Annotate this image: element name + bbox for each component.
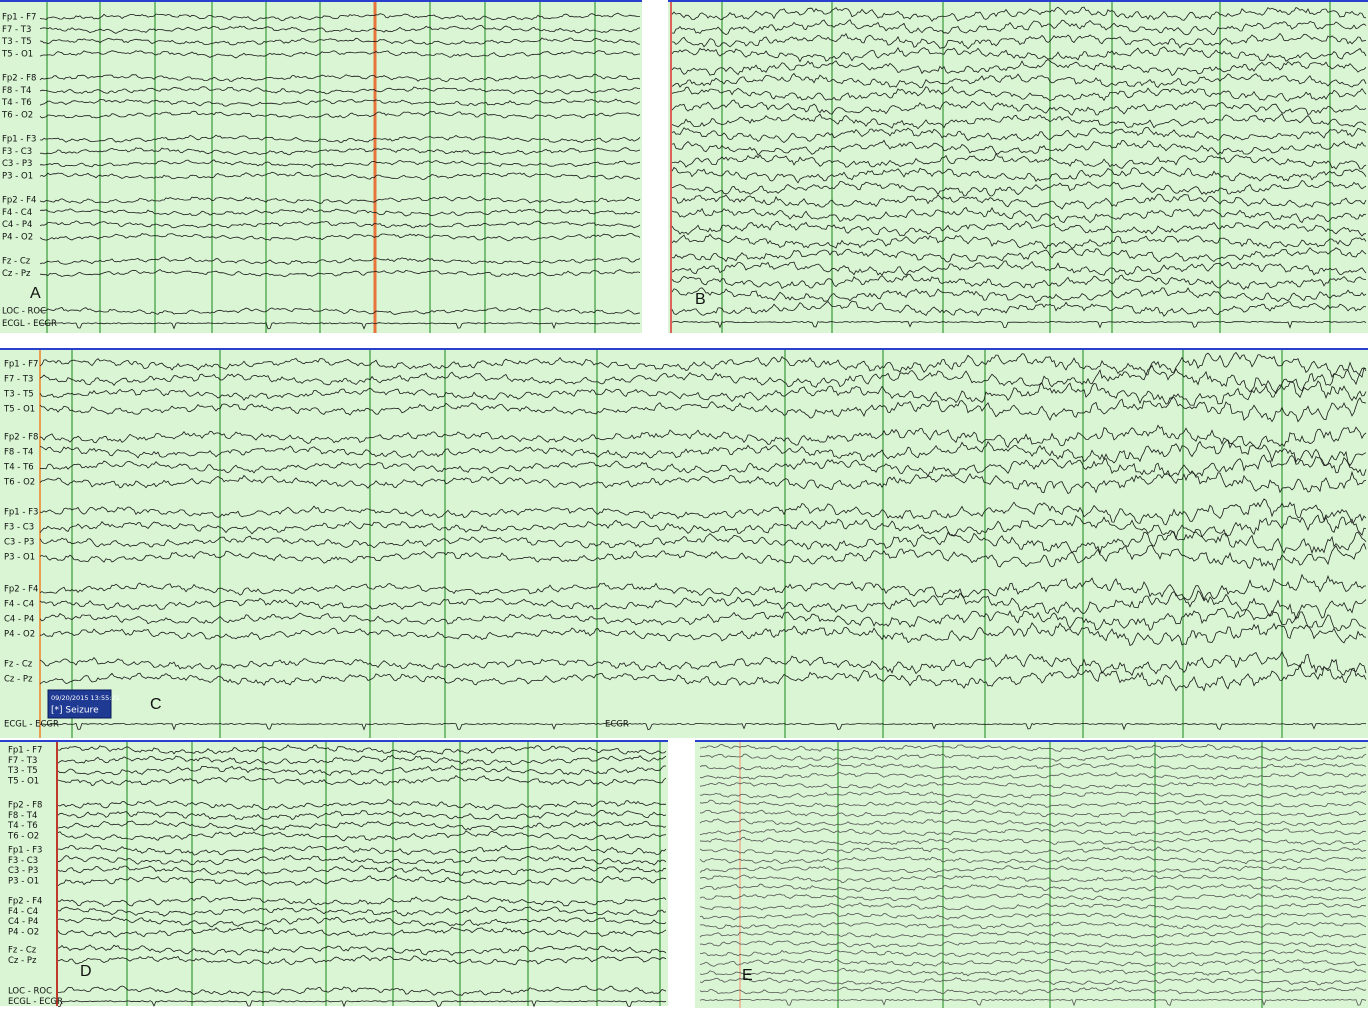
annotation-text: [*] Seizure (51, 706, 99, 716)
channel-label: Fz - Cz (4, 660, 33, 670)
channel-label: F8 - T4 (8, 811, 37, 821)
channel-label: T3 - T5 (3, 390, 34, 400)
channel-label: P4 - O2 (2, 232, 33, 242)
channel-label: F3 - C3 (2, 147, 32, 157)
panel-letter: E (742, 967, 753, 984)
channel-label: P3 - O1 (4, 553, 35, 563)
eeg-panel: E (695, 740, 1368, 1008)
channel-label: Fp1 - F3 (2, 135, 36, 145)
channel-label: T5 - O1 (7, 776, 39, 786)
channel-label: T6 - O2 (3, 478, 35, 488)
channel-label: T4 - T6 (1, 98, 32, 108)
channel-label: T3 - T5 (1, 37, 32, 47)
panel-background (695, 740, 1368, 1008)
channel-label: Fp2 - F4 (2, 196, 36, 206)
channel-label: Fp1 - F3 (4, 508, 38, 518)
channel-label: Fp2 - F8 (8, 801, 42, 811)
channel-label: F7 - T3 (2, 25, 31, 35)
channel-label: F8 - T4 (2, 86, 31, 96)
channel-label: Fp2 - F4 (8, 897, 42, 907)
channel-label: F4 - C4 (4, 600, 34, 610)
channel-label: Fz - Cz (8, 946, 37, 956)
channel-label: Fp1 - F7 (2, 13, 36, 23)
channel-label: T5 - O1 (1, 49, 33, 59)
channel-label: F4 - C4 (8, 907, 38, 917)
panel-letter: A (30, 285, 41, 302)
channel-label: Cz - Pz (2, 269, 31, 279)
eeg-panel: Fp1 - F7 F7 - T3 T3 - T5 T5 - O1 Fp2 - F8 F8 … (0, 0, 642, 333)
panel-background (0, 740, 668, 1006)
channel-label: Fp2 - F8 (2, 74, 36, 84)
channel-label: T6 - O2 (7, 831, 39, 841)
panel-letter: D (80, 963, 92, 980)
panel-background (0, 0, 642, 333)
ecg-label: ECGR (605, 720, 629, 730)
channel-label: P4 - O2 (8, 927, 39, 937)
channel-label: F4 - C4 (2, 208, 32, 218)
channel-label: ECGL - ECGR (8, 997, 63, 1007)
channel-label: T4 - T6 (7, 821, 38, 831)
channel-label: C4 - P4 (4, 615, 34, 625)
channel-label: F7 - T3 (4, 375, 33, 385)
channel-label: P3 - O1 (8, 876, 39, 886)
channel-label: LOC - ROC (2, 307, 46, 317)
channel-label: C4 - P4 (2, 220, 32, 230)
channel-label: P3 - O1 (2, 171, 33, 181)
channel-label: P4 - O2 (4, 630, 35, 640)
channel-label: T3 - T5 (7, 766, 38, 776)
channel-label: T5 - O1 (3, 405, 35, 415)
eeg-panel: Fp1 - F7 F7 - T3 T3 - T5 T5 - O1 Fp2 - F8 F8 … (0, 348, 1368, 738)
channel-label: Fp2 - F4 (4, 585, 38, 595)
channel-label: T4 - T6 (3, 463, 34, 473)
channel-label: Fp2 - F8 (4, 433, 38, 443)
channel-label: C4 - P4 (8, 917, 38, 927)
channel-label: Fp1 - F7 (8, 746, 42, 756)
channel-label: F8 - T4 (4, 448, 33, 458)
channel-label: C3 - P3 (4, 538, 34, 548)
eeg-figure: Fp1 - F7F7 - T3T3 - T5T5 - O1Fp2 - F8F8 … (0, 0, 1372, 1009)
channel-label: ECGL - ECGR (2, 319, 57, 329)
channel-label: LOC - ROC (8, 987, 52, 997)
panel-letter: B (695, 291, 706, 308)
channel-label: Cz - Pz (4, 675, 33, 685)
annotation-time: 09/20/2015 13:55:21 (51, 694, 120, 702)
eeg-panel: B (668, 0, 1368, 333)
channel-label: F7 - T3 (8, 756, 37, 766)
channel-label: Fz - Cz (2, 257, 31, 267)
panel-letter: C (150, 696, 162, 713)
channel-label: Cz - Pz (8, 956, 37, 966)
channel-label: Fp1 - F7 (4, 360, 38, 370)
channel-label: C3 - P3 (2, 159, 32, 169)
channel-label: F3 - C3 (4, 523, 34, 533)
channel-label: T6 - O2 (1, 110, 33, 120)
channel-label: C3 - P3 (8, 866, 38, 876)
channel-label: Fp1 - F3 (8, 846, 42, 856)
channel-label: F3 - C3 (8, 856, 38, 866)
